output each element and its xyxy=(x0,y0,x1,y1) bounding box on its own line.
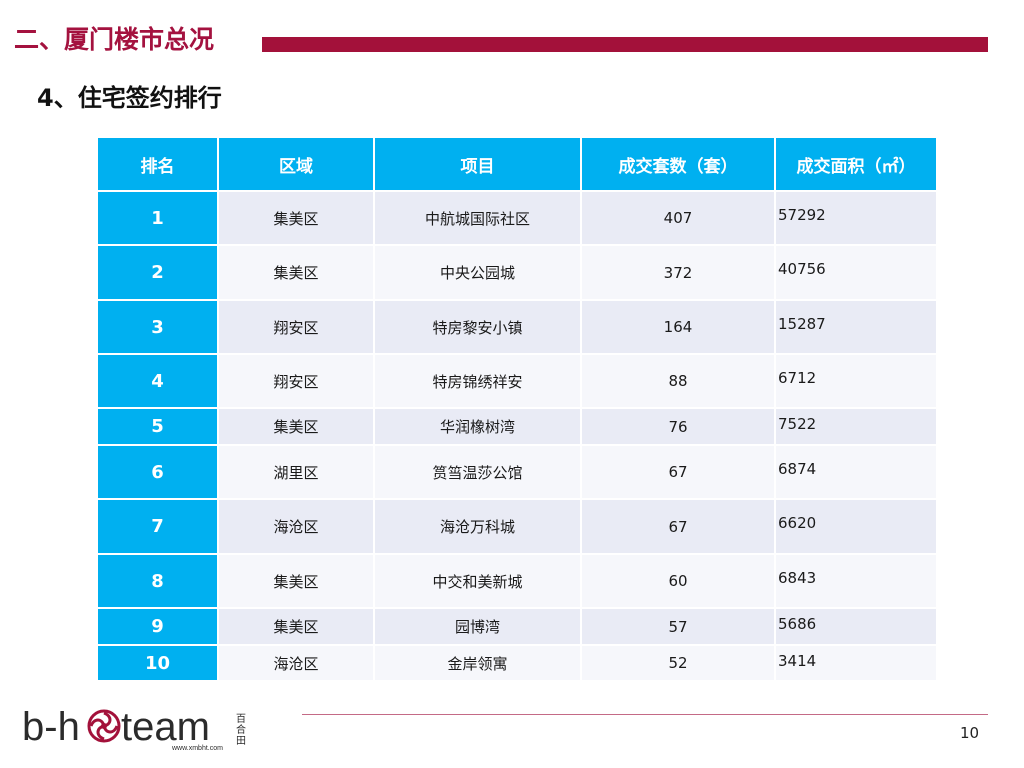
district-cell: 集美区 xyxy=(217,607,375,646)
units-cell: 76 xyxy=(580,407,776,446)
units-cell: 67 xyxy=(580,444,776,500)
rank-cell: 7 xyxy=(96,498,219,555)
project-cell: 园博湾 xyxy=(373,607,582,646)
column-header-district: 区域 xyxy=(217,136,375,192)
table-row: 3 翔安区 特房黎安小镇 164 15287 xyxy=(96,299,938,355)
units-cell: 57 xyxy=(580,607,776,646)
logo-text-bh: b-h xyxy=(22,705,80,749)
swirl-flower-icon xyxy=(87,709,121,743)
column-header-units: 成交套数（套） xyxy=(580,136,776,192)
rank-cell: 3 xyxy=(96,299,219,355)
project-cell: 华润橡树湾 xyxy=(373,407,582,446)
district-cell: 翔安区 xyxy=(217,353,375,409)
table-row: 8 集美区 中交和美新城 60 6843 xyxy=(96,553,938,609)
district-cell: 集美区 xyxy=(217,553,375,609)
units-cell: 407 xyxy=(580,190,776,246)
area-cell: 15287 xyxy=(774,299,938,355)
logo-chinese: 百合田 xyxy=(236,713,246,747)
column-header-rank: 排名 xyxy=(96,136,219,192)
units-cell: 67 xyxy=(580,498,776,555)
area-cell: 6712 xyxy=(774,353,938,409)
area-cell: 7522 xyxy=(774,407,938,446)
rank-cell: 9 xyxy=(96,607,219,646)
area-cell: 5686 xyxy=(774,607,938,646)
rank-cell: 4 xyxy=(96,353,219,409)
project-cell: 中交和美新城 xyxy=(373,553,582,609)
rank-cell: 1 xyxy=(96,190,219,246)
project-cell: 中央公园城 xyxy=(373,244,582,301)
rank-cell: 2 xyxy=(96,244,219,301)
table-header-row: 排名 区域 项目 成交套数（套） 成交面积（㎡） xyxy=(96,136,938,192)
company-logo: b-h team 百合田 www.xmbht.com xyxy=(22,705,246,752)
project-cell: 特房锦绣祥安 xyxy=(373,353,582,409)
rank-cell: 5 xyxy=(96,407,219,446)
table-row: 7 海沧区 海沧万科城 67 6620 xyxy=(96,498,938,555)
ranking-table: 排名 区域 项目 成交套数（套） 成交面积（㎡） 1 集美区 中航城国际社区 4… xyxy=(96,136,938,682)
table-row: 4 翔安区 特房锦绣祥安 88 6712 xyxy=(96,353,938,409)
project-cell: 海沧万科城 xyxy=(373,498,582,555)
district-cell: 湖里区 xyxy=(217,444,375,500)
area-cell: 57292 xyxy=(774,190,938,246)
area-cell: 6843 xyxy=(774,553,938,609)
table-row: 6 湖里区 筼筜温莎公馆 67 6874 xyxy=(96,444,938,500)
district-cell: 集美区 xyxy=(217,190,375,246)
rank-cell: 6 xyxy=(96,444,219,500)
district-cell: 集美区 xyxy=(217,244,375,301)
project-cell: 中航城国际社区 xyxy=(373,190,582,246)
area-cell: 6874 xyxy=(774,444,938,500)
logo-url: www.xmbht.com xyxy=(171,745,223,752)
area-cell: 40756 xyxy=(774,244,938,301)
area-cell: 3414 xyxy=(774,644,938,682)
project-cell: 筼筜温莎公馆 xyxy=(373,444,582,500)
units-cell: 52 xyxy=(580,644,776,682)
units-cell: 60 xyxy=(580,553,776,609)
title-accent-bar xyxy=(262,37,988,52)
units-cell: 372 xyxy=(580,244,776,301)
project-cell: 特房黎安小镇 xyxy=(373,299,582,355)
table-row: 1 集美区 中航城国际社区 407 57292 xyxy=(96,190,938,246)
sub-title: 4、住宅签约排行 xyxy=(37,84,222,112)
district-cell: 海沧区 xyxy=(217,644,375,682)
table-row: 5 集美区 华润橡树湾 76 7522 xyxy=(96,407,938,446)
table-row: 2 集美区 中央公园城 372 40756 xyxy=(96,244,938,301)
table-row: 9 集美区 园博湾 57 5686 xyxy=(96,607,938,646)
district-cell: 翔安区 xyxy=(217,299,375,355)
logo-text-team: team xyxy=(121,705,210,749)
rank-cell: 10 xyxy=(96,644,219,682)
column-header-area: 成交面积（㎡） xyxy=(774,136,938,192)
table-row: 10 海沧区 金岸领寓 52 3414 xyxy=(96,644,938,682)
units-cell: 164 xyxy=(580,299,776,355)
footer-divider xyxy=(302,714,988,715)
project-cell: 金岸领寓 xyxy=(373,644,582,682)
rank-cell: 8 xyxy=(96,553,219,609)
district-cell: 集美区 xyxy=(217,407,375,446)
section-title: 二、厦门楼市总况 xyxy=(14,25,215,54)
units-cell: 88 xyxy=(580,353,776,409)
area-cell: 6620 xyxy=(774,498,938,555)
column-header-project: 项目 xyxy=(373,136,582,192)
page-number: 10 xyxy=(960,724,980,742)
district-cell: 海沧区 xyxy=(217,498,375,555)
